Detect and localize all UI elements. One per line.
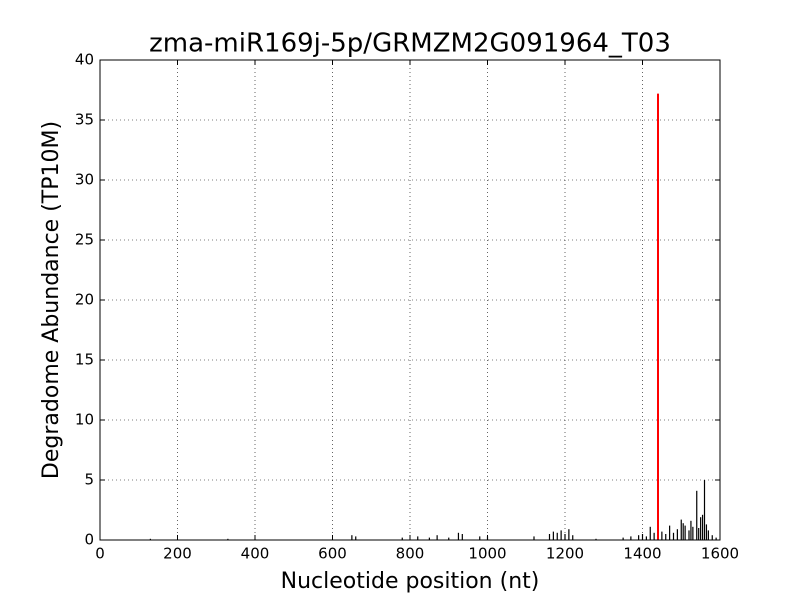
chart-title: zma-miR169j-5p/GRMZM2G091964_T03 xyxy=(149,29,671,59)
x-tick-label: 1400 xyxy=(623,545,661,563)
plot-frame xyxy=(99,59,721,541)
x-tick-label: 1600 xyxy=(701,545,739,563)
y-tick-label: 5 xyxy=(84,471,94,489)
x-tick-label: 0 xyxy=(95,545,105,563)
y-tick-label: 20 xyxy=(75,291,94,309)
y-axis-label: Degradome Abundance (TP10M) xyxy=(39,121,64,479)
y-tick-label: 15 xyxy=(75,351,94,369)
x-tick-label: 800 xyxy=(396,545,425,563)
x-tick-label: 1200 xyxy=(546,545,584,563)
x-tick-label: 200 xyxy=(163,545,192,563)
y-tick-label: 0 xyxy=(84,531,94,549)
x-tick-label: 600 xyxy=(318,545,347,563)
y-tick-label: 35 xyxy=(75,111,94,129)
y-tick-label: 40 xyxy=(75,51,94,69)
y-tick-label: 25 xyxy=(75,231,94,249)
y-tick-label: 10 xyxy=(75,411,94,429)
x-axis-label: Nucleotide position (nt) xyxy=(281,569,540,594)
x-tick-label: 1000 xyxy=(468,545,506,563)
x-tick-label: 400 xyxy=(241,545,270,563)
y-tick-label: 30 xyxy=(75,171,94,189)
